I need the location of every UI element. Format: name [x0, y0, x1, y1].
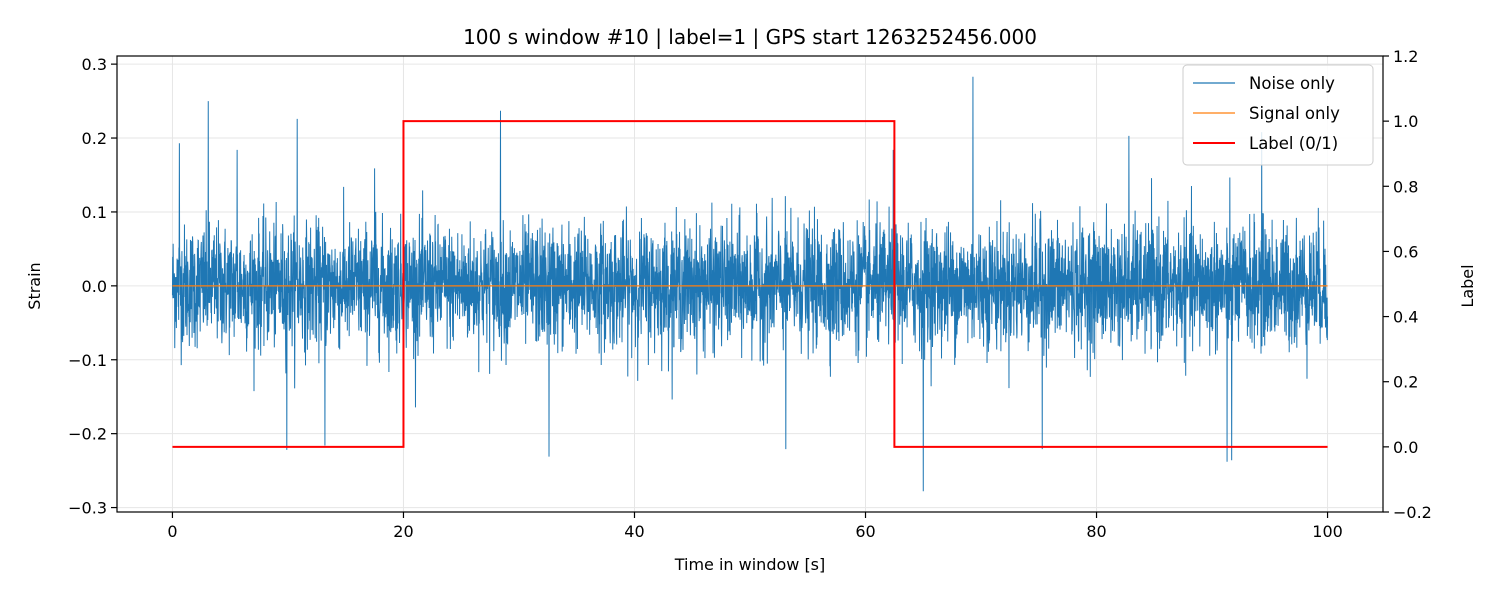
axes: 0 20 40 60 80 100 −0.3 −0.2 −0.1 0.0 0.1 0.2 0.3 −0.2… — [68, 47, 1432, 541]
chart-title: 100 s window #10 | label=1 | GPS start 1… — [463, 25, 1037, 49]
y-tick-label: −0.2 — [68, 425, 107, 444]
x-tick-label: 40 — [624, 522, 644, 541]
x-tick-label: 0 — [167, 522, 177, 541]
x-tick-label: 60 — [855, 522, 875, 541]
y2-tick-label: 1.2 — [1393, 47, 1418, 66]
series-label-line — [172, 120, 1328, 448]
y-tick-label: −0.1 — [68, 351, 107, 370]
plot-frame — [116, 55, 1384, 513]
series-layer — [171, 76, 1329, 492]
x-tick-label: 80 — [1086, 522, 1106, 541]
y2-tick-label: 0.8 — [1393, 177, 1418, 196]
x-axis-label: Time in window [s] — [674, 555, 826, 574]
legend-box — [1182, 64, 1374, 166]
legend-entry-label: Label (0/1) — [1249, 134, 1338, 153]
y2-tick-label: 0.6 — [1393, 242, 1418, 261]
y-tick-label: 0.3 — [82, 55, 107, 74]
y2-tick-label: 0.0 — [1393, 438, 1418, 457]
y-tick-label: 0.0 — [82, 277, 107, 296]
y2-tick-label: −0.2 — [1393, 503, 1432, 522]
legend-entry-label: Signal only — [1249, 104, 1340, 123]
y2-tick-label: 1.0 — [1393, 112, 1418, 131]
x-tick-label: 100 — [1312, 522, 1343, 541]
y-tick-label: −0.3 — [68, 499, 107, 518]
y2-tick-label: 0.4 — [1393, 308, 1418, 327]
y-tick-label: 0.2 — [82, 129, 107, 148]
y-tick-label: 0.1 — [82, 203, 107, 222]
legend: Noise only Signal only Label (0/1) — [1182, 64, 1374, 166]
y-axis-label: Strain — [25, 262, 44, 309]
y2-axis-label: Label — [1458, 264, 1477, 307]
x-tick-label: 20 — [393, 522, 413, 541]
legend-entry-label: Noise only — [1249, 74, 1335, 93]
series-noise-only-line — [171, 76, 1329, 492]
y2-tick-label: 0.2 — [1393, 373, 1418, 392]
